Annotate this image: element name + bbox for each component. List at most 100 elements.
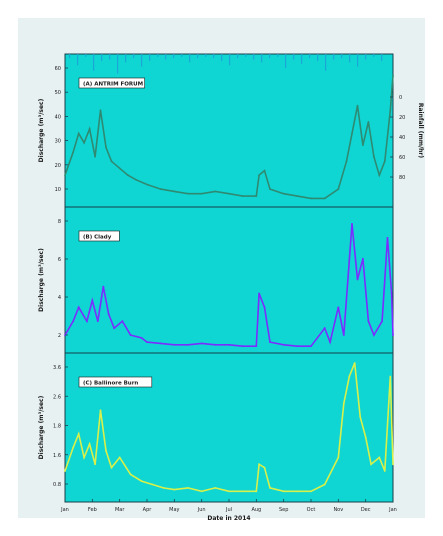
rainfall-bar-8 <box>133 54 135 59</box>
x-tick-label-11: Dec <box>361 507 371 513</box>
data-point-1-39 <box>392 334 394 336</box>
rainfall-bar-30 <box>309 54 311 59</box>
rainfall-bar-36 <box>357 54 359 67</box>
rainfall-bar-14 <box>181 54 183 57</box>
data-point-2-37 <box>389 375 392 378</box>
data-point-2-18 <box>228 490 230 493</box>
rainfall-bar-23 <box>253 54 255 60</box>
rainfall-bar-34 <box>341 54 343 59</box>
y-tick-label-0-5: 60 <box>55 66 61 72</box>
data-point-0-38 <box>392 74 394 77</box>
rainfall-bar-29 <box>301 54 303 64</box>
data-point-0-28 <box>337 188 340 191</box>
data-point-2-23 <box>269 487 271 489</box>
data-point-0-10 <box>127 174 129 177</box>
data-point-2-2 <box>77 433 80 435</box>
rainfall-bar-35 <box>349 54 351 63</box>
data-point-0-32 <box>362 144 364 147</box>
data-point-0-20 <box>255 195 258 198</box>
data-point-2-29 <box>342 402 345 405</box>
x-tick-label-3: Apr <box>143 507 153 513</box>
data-point-2-19 <box>241 490 244 493</box>
rainfall-bar-25 <box>269 54 271 59</box>
data-point-0-19 <box>241 195 244 198</box>
plot-background <box>65 54 393 502</box>
data-point-2-3 <box>83 456 85 459</box>
data-point-1-14 <box>173 343 176 346</box>
data-point-1-26 <box>310 345 312 348</box>
rainfall-bar-28 <box>293 54 295 60</box>
data-point-0-5 <box>94 155 96 158</box>
y-axis-label-0: Discharge (m³/sec) <box>38 98 45 162</box>
data-point-2-20 <box>255 490 258 493</box>
data-point-2-25 <box>296 490 299 493</box>
data-point-1-7 <box>107 313 110 316</box>
rainfall-bar-10 <box>149 54 151 61</box>
data-point-1-37 <box>386 236 389 239</box>
y-tick-label-0-2: 30 <box>55 139 61 145</box>
data-point-0-35 <box>378 174 381 177</box>
data-point-1-1 <box>72 320 75 323</box>
rainfall-bar-15 <box>189 54 191 63</box>
data-point-1-12 <box>146 341 148 343</box>
x-tick-label-2: Mar <box>115 507 125 513</box>
data-point-1-29 <box>337 306 340 309</box>
data-point-1-17 <box>214 343 217 346</box>
data-point-1-5 <box>96 320 99 323</box>
rainfall-bar-9 <box>141 54 143 67</box>
data-point-1-25 <box>296 345 299 348</box>
data-point-1-2 <box>77 306 80 309</box>
data-point-0-4 <box>88 127 91 130</box>
data-point-2-16 <box>200 490 203 493</box>
data-point-0-29 <box>345 160 348 163</box>
data-point-0-33 <box>367 121 370 123</box>
data-point-2-34 <box>370 463 372 466</box>
data-point-0-21 <box>258 174 260 177</box>
rainfall-bar-21 <box>237 54 239 59</box>
panel-title-box-1 <box>78 230 120 242</box>
data-point-0-23 <box>269 188 271 191</box>
data-point-0-2 <box>77 132 80 135</box>
data-point-2-6 <box>99 409 102 412</box>
data-point-2-24 <box>282 490 285 493</box>
data-point-0-7 <box>105 146 107 149</box>
data-point-1-36 <box>381 320 383 323</box>
data-point-2-21 <box>258 463 260 466</box>
rainfall-bar-11 <box>157 54 159 57</box>
data-point-2-13 <box>162 487 165 489</box>
data-point-0-25 <box>296 195 299 198</box>
x-tick-label-5: Jun <box>197 507 206 513</box>
data-point-0-9 <box>118 167 121 170</box>
y2-tick-label-2: 40 <box>399 135 405 141</box>
y2-tick-label-4: 0 <box>399 95 402 101</box>
x-tick-label-10: Nov <box>333 507 343 513</box>
y2-tick-label-3: 20 <box>399 115 405 121</box>
y2-tick-label-0: 80 <box>399 175 405 181</box>
data-point-2-12 <box>151 483 154 486</box>
data-point-1-28 <box>329 341 331 343</box>
data-point-0-18 <box>228 192 230 195</box>
data-point-0-17 <box>214 190 217 193</box>
y2-axis-label: Rainfall (mm/hr) <box>417 103 424 159</box>
data-point-1-20 <box>255 345 258 348</box>
data-point-2-15 <box>187 487 189 489</box>
rainfall-bar-6 <box>117 54 119 74</box>
rainfall-bar-13 <box>173 54 175 59</box>
data-point-1-8 <box>113 327 116 330</box>
data-point-2-4 <box>88 443 91 445</box>
data-point-0-34 <box>373 155 375 158</box>
rainfall-bar-19 <box>221 54 223 61</box>
data-point-0-14 <box>173 190 176 193</box>
data-point-0-11 <box>135 178 138 181</box>
y-tick-label-2-2: 1.8 <box>53 424 61 430</box>
rainfall-bar-3 <box>93 54 95 71</box>
data-point-2-38 <box>392 463 394 466</box>
data-point-1-33 <box>362 257 364 260</box>
data-point-2-26 <box>310 490 312 493</box>
data-point-0-27 <box>323 197 326 200</box>
data-point-0-22 <box>263 169 266 172</box>
data-point-1-10 <box>129 334 132 336</box>
x-tick-label-1: Feb <box>88 507 97 513</box>
data-point-0-1 <box>72 151 75 153</box>
x-tick-label-6: Jul <box>225 507 232 513</box>
